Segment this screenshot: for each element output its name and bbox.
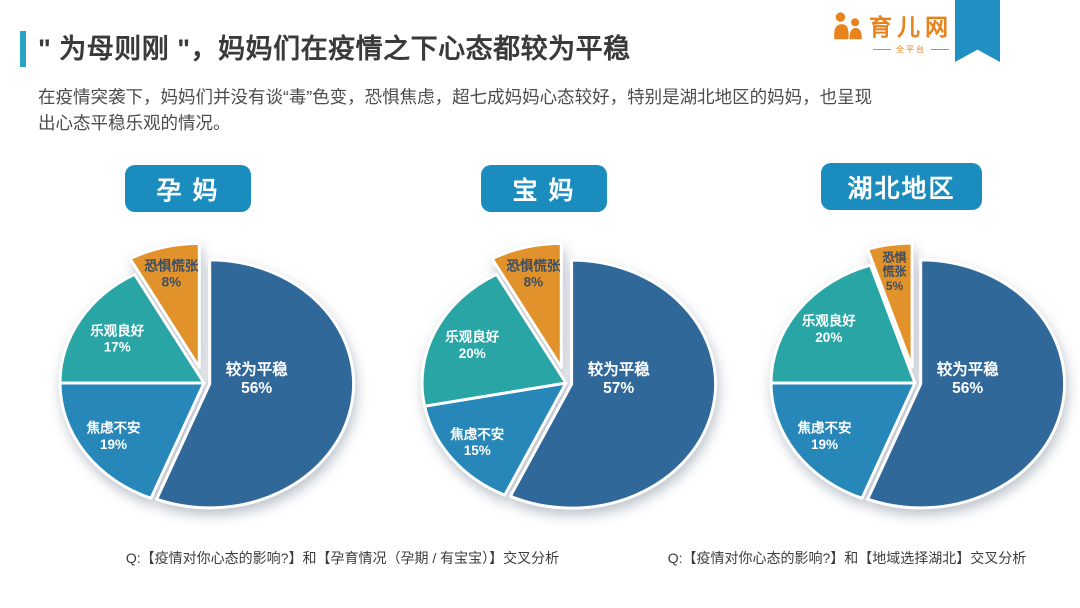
pie-slice-2 (58, 272, 206, 385)
subtitle-line-2: 出心态平稳乐观的情况。 (38, 113, 231, 133)
pie-slice-label-2: 乐观良好 17% (90, 322, 144, 354)
pie-chart-pregnant-moms: 较为平稳 56% 焦虑不安 19% 乐观良好 17% 恐惧慌张 8% (58, 241, 356, 510)
pie-slice-label-0: 较为平稳 56% (937, 359, 1000, 397)
tagline-text: 全平台 (896, 45, 926, 54)
parent-child-icon (834, 12, 862, 40)
tagline-line-right (931, 49, 949, 50)
pie-slice-0 (508, 258, 718, 510)
pie-slice-label-3: 恐惧慌张 8% (506, 257, 560, 289)
pie-chart-baby-moms: 较为平稳 57% 焦虑不安 15% 乐观良好 20% 恐惧慌张 8% (420, 241, 718, 510)
pie-slice-3 (490, 241, 563, 369)
pie-slice-3 (866, 241, 914, 369)
pie-slice-label-1: 焦虑不安 19% (86, 420, 141, 452)
pie-slice-0 (866, 258, 1067, 510)
group-label-baby-moms: 宝 妈 (481, 165, 607, 212)
tagline-line-left (873, 49, 891, 50)
pie-slice-0 (155, 258, 356, 510)
pie-slice-1 (769, 381, 917, 500)
pie-slice-label-1: 焦虑不安 19% (797, 420, 852, 452)
brand-text-block: 育儿网 全平台 (869, 8, 953, 55)
pie-chart-hubei-region: 较为平稳 56% 焦虑不安 19% 乐观良好 20% 恐惧慌张 5% (769, 241, 1067, 510)
pie-slice-label-3: 恐惧慌张 8% (144, 257, 198, 289)
group-label-hubei-region: 湖北地区 (821, 163, 982, 210)
pie-slice-2 (769, 263, 917, 385)
page-title: " 为母则刚 "，妈妈们在疫情之下心态都较为平稳 (38, 34, 631, 64)
brand-name: 育儿网 (869, 14, 953, 40)
subtitle: 在疫情突袭下，妈妈们并没有谈“毒”色变，恐惧焦虑，超七成妈妈心态较好，特别是湖北… (38, 84, 1028, 136)
pie-slice-label-2: 乐观良好 20% (802, 313, 856, 345)
subtitle-line-1: 在疫情突袭下，妈妈们并没有谈“毒”色变，恐惧焦虑，超七成妈妈心态较好，特别是湖北… (38, 87, 873, 107)
brand-logo: 育儿网 全平台 (831, 8, 953, 55)
pie-slice-3 (128, 241, 201, 369)
caption-right: Q:【疫情对你心态的影响?】和【地域选择湖北】交叉分析 (667, 550, 1027, 566)
pie-slice-label-2: 乐观良好 20% (445, 329, 499, 361)
pie-slice-label-1: 焦虑不安 15% (449, 426, 504, 458)
pie-slice-label-0: 较为平稳 57% (588, 360, 651, 398)
pie-slice-1 (423, 381, 568, 497)
bookmark-ribbon (955, 0, 1000, 62)
caption-left: Q:【疫情对你心态的影响?】和【孕育情况（孕期 / 有宝宝）】交叉分析 (125, 550, 560, 566)
group-label-pregnant-moms: 孕 妈 (125, 165, 251, 212)
pie-slice-label-3: 恐惧慌张 5% (882, 249, 907, 293)
pie-slice-2 (420, 272, 568, 408)
pie-slice-1 (58, 381, 206, 500)
brand-tagline: 全平台 (873, 44, 949, 55)
title-accent-bar (20, 31, 26, 67)
pie-slice-label-0: 较为平稳 56% (226, 359, 289, 397)
